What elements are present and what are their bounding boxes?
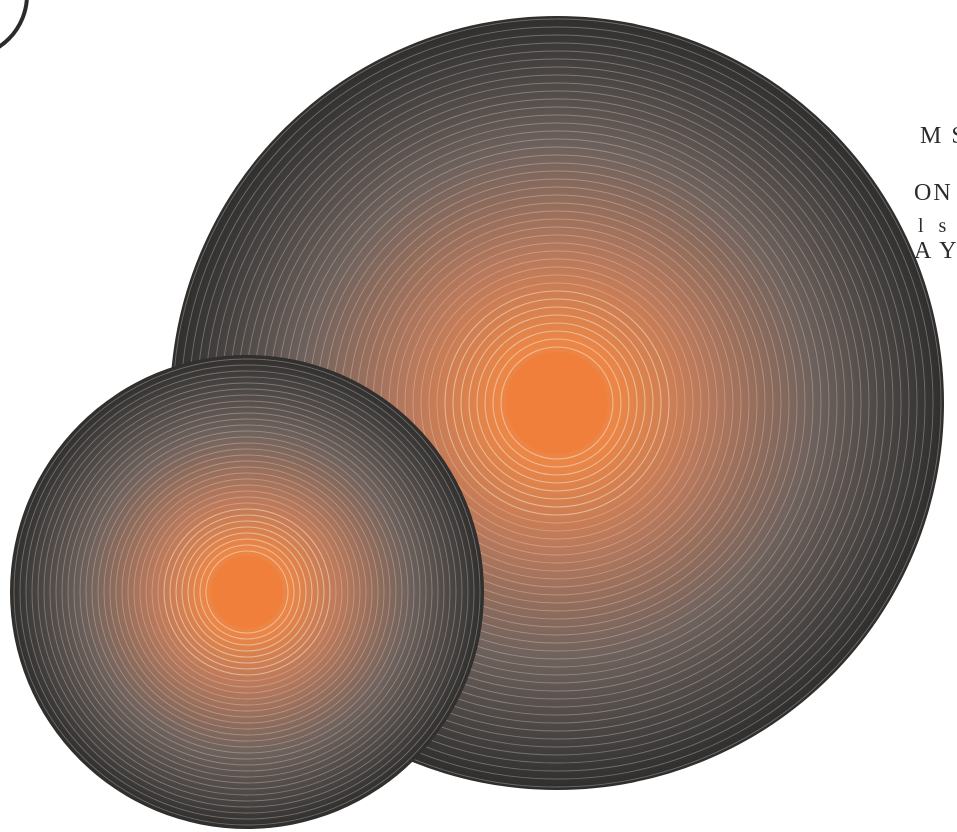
small-disc-ring [145,490,349,694]
small-disc-ring [73,418,421,766]
small-disc-ring [139,484,355,700]
small-disc-ring [175,520,319,664]
large-disc-ring [444,290,670,516]
partial-title-line-4: A Y [914,238,957,264]
small-disc-ring [199,544,295,640]
small-disc-ring [169,514,325,670]
small-disc-core [211,556,283,628]
small-disc-ring [187,532,307,652]
small-disc-ring [115,460,379,724]
small-disc-ring [181,526,313,658]
large-disc-ring [460,306,654,500]
small-disc-ring [55,400,439,784]
large-disc-ring [428,274,686,532]
small-disc-ring [37,382,457,802]
large-disc-ring [396,242,718,564]
large-disc-ring [420,266,694,540]
partial-title-line-3: l s t [918,215,957,237]
large-disc-ring [452,298,662,508]
small-disc-ring [133,478,361,706]
large-disc-ring [468,314,646,492]
partial-title-line-2: ON [914,180,953,206]
small-concentric-disc [10,355,484,829]
small-disc-ring [205,550,289,634]
partial-title-line-1: M S [920,123,957,149]
large-disc-ring [436,282,678,524]
small-disc-ring [163,508,331,676]
small-disc-ring [121,466,373,718]
small-disc-ring [13,358,481,826]
small-disc-ring [85,430,409,754]
large-disc-ring [492,338,622,468]
small-disc-ring [25,370,469,814]
small-disc-ring [193,538,301,646]
small-disc-ring [49,394,445,790]
small-disc-ring [109,454,385,730]
small-disc-ring [91,436,403,748]
small-disc-ring [67,412,427,772]
small-disc-ring [31,376,463,808]
small-disc-ring [151,496,343,688]
large-disc-ring [484,330,630,476]
small-disc-ring [61,406,433,778]
small-disc-ring [79,424,415,760]
large-disc-ring [404,250,710,556]
small-disc-ring [127,472,367,712]
large-disc-ring [476,322,638,484]
small-disc-ring [157,502,337,682]
outlined-circle-icon [0,0,29,49]
small-disc-ring [97,442,397,742]
small-disc-ring [43,388,451,796]
small-disc-ring [103,448,391,736]
large-disc-ring [500,346,614,460]
large-disc-ring [412,258,702,548]
small-disc-ring [19,364,475,820]
large-disc-core [506,352,608,454]
small-disc-rings [13,358,481,826]
